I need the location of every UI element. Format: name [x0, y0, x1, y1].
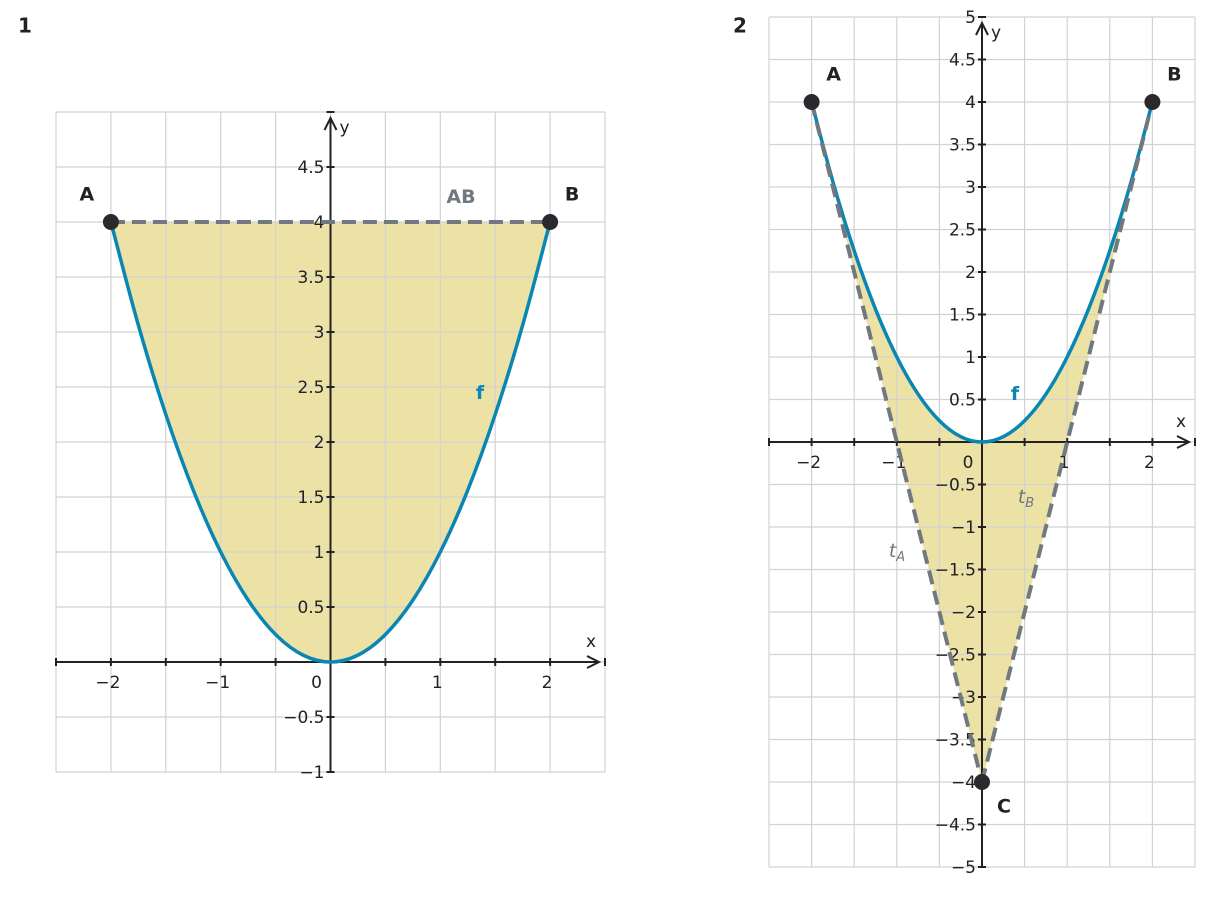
dashed-line	[809, 101, 984, 783]
y-axis-arrow	[323, 115, 338, 131]
panel: 2xy−2 −1 0 1 25−5−4.5−4−3.5−3−2.5−2−1.5−1−0.…	[733, 8, 1196, 878]
dashed-line	[980, 101, 1155, 783]
y-tick-label: 4	[314, 213, 325, 233]
point	[102, 214, 119, 230]
series-label: AB	[446, 186, 475, 208]
x-tick-label: 0	[311, 673, 322, 693]
y-tick-label: 3.5	[297, 268, 324, 288]
x-tick-label: 2	[1144, 453, 1155, 473]
y-tick-label: −3	[951, 688, 976, 708]
y-tick-label: −5	[951, 858, 976, 878]
function-curve	[109, 221, 552, 664]
series-label: f	[476, 382, 485, 404]
x-tick-label: 1	[432, 673, 443, 693]
point	[974, 774, 990, 790]
y-tick-label: 2	[965, 263, 976, 283]
x-tick-label: −2	[796, 453, 821, 473]
y-tick-label: 0.5	[949, 391, 976, 411]
y-tick-label: 1.5	[949, 306, 976, 326]
y-axis-label: y	[339, 118, 349, 138]
y-tick-label: 3	[965, 178, 976, 198]
function-curve	[809, 101, 1155, 444]
series-label: tB	[1018, 486, 1034, 511]
y-tick-label: −2.5	[935, 646, 976, 666]
y-tick-label: 3	[314, 323, 325, 343]
point	[542, 214, 559, 230]
panel-number: 1	[18, 14, 32, 38]
y-axis-arrow	[975, 20, 989, 36]
point-label: A	[80, 184, 95, 206]
series-subscript: B	[1025, 496, 1034, 511]
series-label: f	[1011, 383, 1020, 405]
panel-number: 2	[733, 14, 747, 38]
y-tick-label: 0.5	[297, 598, 324, 618]
y-tick-label: 2	[314, 433, 325, 453]
y-tick-label: −3.5	[935, 731, 976, 751]
y-tick-label: −0.5	[935, 476, 976, 496]
point	[803, 94, 820, 110]
series-name: AB	[446, 186, 475, 208]
y-tick-label: 4.5	[297, 158, 324, 178]
point-label: B	[1167, 64, 1181, 86]
x-tick-label: 2	[542, 673, 553, 693]
x-axis-label: x	[586, 632, 596, 652]
point-label: B	[565, 184, 579, 206]
x-axis-label: x	[1176, 412, 1186, 432]
y-tick-label: 3.5	[949, 136, 976, 156]
y-tick-label: −1	[951, 518, 976, 538]
x-tick-label: −2	[95, 673, 120, 693]
y-tick-label: 1	[965, 348, 976, 368]
point-label: A	[826, 64, 841, 86]
y-tick-label: −2	[951, 603, 976, 623]
y-tick-label: −0.5	[283, 708, 324, 728]
y-tick-label: 2.5	[297, 378, 324, 398]
y-tick-label: 2.5	[949, 221, 976, 241]
series-label: tA	[889, 540, 905, 565]
y-tick-label: −4.5	[935, 816, 976, 836]
y-tick-label: 1.5	[297, 488, 324, 508]
x-axis-arrow	[586, 655, 602, 669]
x-tick-label: 1	[1059, 453, 1070, 473]
series-subscript: A	[895, 550, 905, 565]
y-tick-label: 5	[965, 8, 976, 28]
point-label: C	[997, 796, 1011, 818]
series-name: f	[476, 382, 485, 404]
series-name: t	[889, 540, 898, 562]
y-tick-label: −1	[299, 763, 324, 783]
series-name: t	[1018, 486, 1027, 508]
series-name: f	[1011, 383, 1020, 405]
point	[1144, 94, 1161, 110]
y-tick-label: −4	[951, 773, 976, 793]
x-tick-label: −1	[205, 673, 230, 693]
y-tick-label: 4.5	[949, 51, 976, 71]
y-tick-label: −1.5	[935, 561, 976, 581]
y-tick-label: 4	[965, 93, 976, 113]
x-tick-label: 0	[963, 453, 974, 473]
y-tick-label: 1	[314, 543, 325, 563]
y-axis-label: y	[991, 23, 1001, 43]
x-axis-arrow	[1176, 435, 1192, 449]
